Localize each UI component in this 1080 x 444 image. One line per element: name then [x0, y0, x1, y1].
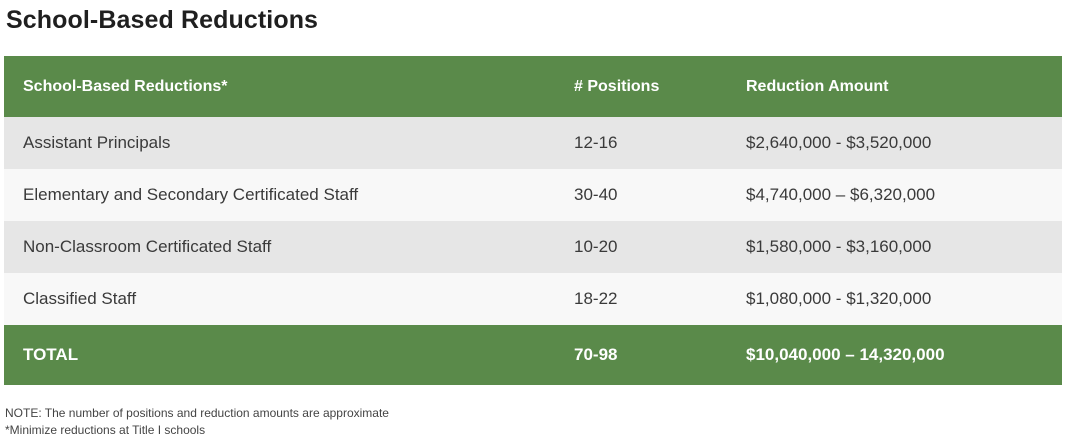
table-row: Assistant Principals 12-16 $2,640,000 - …: [4, 117, 1062, 169]
row-amount: $1,080,000 - $1,320,000: [746, 289, 932, 308]
header-cell-positions: # Positions: [574, 77, 660, 95]
row-amount: $2,640,000 - $3,520,000: [746, 133, 932, 152]
table-row: Elementary and Secondary Certificated St…: [4, 169, 1062, 221]
header-cell-amount: Reduction Amount: [746, 77, 889, 95]
row-amount: $1,580,000 - $3,160,000: [746, 237, 932, 256]
row-positions: 30-40: [574, 185, 618, 204]
row-label: Elementary and Secondary Certificated St…: [23, 185, 359, 204]
reductions-table: School-Based Reductions* # Positions Red…: [4, 56, 1062, 385]
header-cell-reductions: School-Based Reductions*: [23, 77, 228, 95]
table-row: Classified Staff 18-22 $1,080,000 - $1,3…: [4, 273, 1062, 325]
table-notes: NOTE: The number of positions and reduct…: [5, 405, 389, 439]
page-title: School-Based Reductions: [6, 6, 319, 34]
row-amount: $4,740,000 – $6,320,000: [746, 185, 936, 204]
total-amount: $10,040,000 – 14,320,000: [746, 345, 945, 364]
table-row: Non-Classroom Certificated Staff 10-20 $…: [4, 221, 1062, 273]
row-positions: 12-16: [574, 133, 618, 152]
row-label: Assistant Principals: [23, 133, 171, 152]
table-total-row: TOTAL 70-98 $10,040,000 – 14,320,000: [4, 325, 1062, 385]
total-positions: 70-98: [574, 345, 618, 364]
table-header-row: School-Based Reductions* # Positions Red…: [4, 56, 1062, 117]
row-positions: 10-20: [574, 237, 618, 256]
note-title-i: *Minimize reductions at Title I schools: [5, 423, 206, 437]
total-label: TOTAL: [23, 345, 79, 364]
note-approximate: NOTE: The number of positions and reduct…: [5, 406, 389, 420]
row-positions: 18-22: [574, 289, 618, 308]
row-label: Classified Staff: [23, 289, 137, 308]
row-label: Non-Classroom Certificated Staff: [23, 237, 272, 256]
